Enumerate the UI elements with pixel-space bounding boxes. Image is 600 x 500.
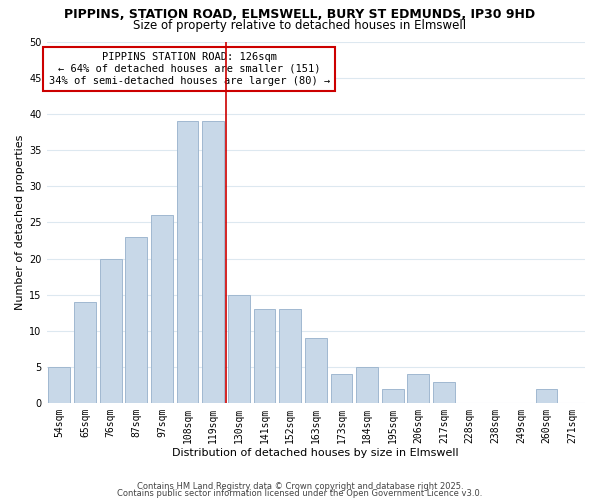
Bar [331, 374, 352, 403]
Bar [407, 374, 429, 403]
Text: PIPPINS, STATION ROAD, ELMSWELL, BURY ST EDMUNDS, IP30 9HD: PIPPINS, STATION ROAD, ELMSWELL, BURY ST… [64, 8, 536, 20]
Bar [202, 121, 224, 403]
X-axis label: Distribution of detached houses by size in Elmswell: Distribution of detached houses by size … [172, 448, 459, 458]
Bar [279, 309, 301, 403]
Bar [176, 121, 199, 403]
Text: PIPPINS STATION ROAD: 126sqm
← 64% of detached houses are smaller (151)
34% of s: PIPPINS STATION ROAD: 126sqm ← 64% of de… [49, 52, 330, 86]
Text: Contains public sector information licensed under the Open Government Licence v3: Contains public sector information licen… [118, 490, 482, 498]
Bar [74, 302, 96, 403]
Bar [100, 258, 122, 403]
Bar [49, 367, 70, 403]
Text: Size of property relative to detached houses in Elmswell: Size of property relative to detached ho… [133, 18, 467, 32]
Y-axis label: Number of detached properties: Number of detached properties [15, 134, 25, 310]
Bar [356, 367, 378, 403]
Bar [305, 338, 326, 403]
Bar [228, 294, 250, 403]
Text: Contains HM Land Registry data © Crown copyright and database right 2025.: Contains HM Land Registry data © Crown c… [137, 482, 463, 491]
Bar [382, 389, 404, 403]
Bar [125, 237, 147, 403]
Bar [433, 382, 455, 403]
Bar [254, 309, 275, 403]
Bar [151, 215, 173, 403]
Bar [536, 389, 557, 403]
